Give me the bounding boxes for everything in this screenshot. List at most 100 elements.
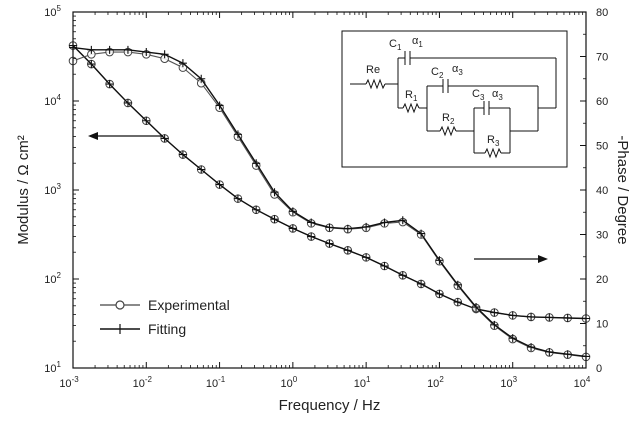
data-point-plus [545,347,554,356]
legend-entry-experimental: Experimental [100,297,230,313]
data-point-plus [233,194,242,203]
data-point-plus [563,350,572,359]
data-point-plus [398,216,407,225]
data-point-plus [270,215,279,224]
x-tick-label: 104 [574,375,591,390]
data-point-plus [87,60,96,69]
data-point-plus [270,188,279,197]
y-axis-title: Modulus / Ω cm² [15,135,32,245]
series-fitting-right [69,43,590,361]
y2-tick-label: 80 [596,7,608,19]
x-tick-label: 103 [500,375,517,390]
y-axis-title-text: Modulus / Ω cm² [15,135,32,245]
data-point-plus [490,308,499,317]
resistor-r3 [484,147,502,159]
legend-entry-fitting: Fitting [100,321,186,337]
y-tick-label: 103 [44,182,61,197]
resistor-re [365,78,386,90]
data-point-plus [380,218,389,227]
legend-label-experimental: Experimental [148,297,230,313]
data-point-plus [123,98,132,107]
y2-axis-title: -Phase / Degree [614,135,631,244]
data-point-plus [288,224,297,233]
data-point-plus [105,45,114,54]
label-r3: R3 [487,134,500,148]
data-point-plus [197,165,206,174]
data-point-plus [417,229,426,238]
label-re: Re [366,64,380,76]
data-point-plus [325,239,334,248]
x-axis-title: Frequency / Hz [279,397,381,414]
y2-tick-label: 20 [596,274,608,286]
data-point-plus [142,48,151,57]
y-tick-label: 105 [44,4,61,19]
data-point-plus [453,280,462,289]
data-point-plus [435,289,444,298]
legend-circle-marker [115,300,125,310]
label-r2: R2 [442,112,455,126]
resistor-r2 [439,125,457,137]
data-point-plus [197,74,206,83]
label-alpha3: α3 [492,88,503,102]
series-fitting-left [69,41,590,323]
label-r1: R1 [405,89,418,103]
data-point-plus [527,343,536,352]
data-point-plus [233,130,242,139]
data-point-plus [123,45,132,54]
x-tick-label: 102 [427,375,444,390]
label-alpha2: α3 [452,63,463,77]
data-point-plus [105,80,114,89]
resistor-r1 [402,102,420,114]
label-c2: C2 [431,66,444,80]
equivalent-circuit-inset: Re C1 α1 R1 C2 α3 R2 C3 α3 R3 [341,30,568,168]
data-point-plus [160,134,169,143]
data-point-plus [417,279,426,288]
data-point-plus [178,59,187,68]
data-point-plus [307,232,316,241]
left-axis-arrow [88,132,163,140]
data-point-plus [508,334,517,343]
data-point-plus [307,218,316,227]
x-tick-label: 101 [354,375,371,390]
label-c1: C1 [389,38,402,52]
data-point-plus [472,303,481,312]
data-point-plus [453,298,462,307]
data-point-plus [545,313,554,322]
data-point-plus [490,320,499,329]
data-point-plus [142,116,151,125]
data-point-plus [325,223,334,232]
data-point-plus [362,253,371,262]
data-point-plus [178,150,187,159]
right-axis-arrow [474,255,548,263]
y2-tick-label: 70 [596,52,608,64]
data-point-plus [508,311,517,320]
legend: Experimental Fitting [100,297,230,337]
data-point-plus [288,207,297,216]
y-tick-label: 102 [44,271,61,286]
legend-label-fitting: Fitting [148,321,186,337]
y2-tick-label: 0 [596,363,602,375]
data-point-plus [527,312,536,321]
data-point-plus [362,222,371,231]
y2-tick-label: 40 [596,185,608,197]
data-point-plus [215,101,224,110]
data-point-plus [563,313,572,322]
data-point-plus [380,261,389,270]
y2-tick-label: 10 [596,319,608,331]
y-tick-label: 104 [44,93,61,108]
data-point-plus [87,45,96,54]
y2-tick-label: 30 [596,230,608,242]
x-tick-label: 100 [281,375,298,390]
data-point-plus [252,159,261,168]
label-c3: C3 [472,88,485,102]
data-point-plus [435,256,444,265]
x-tick-label: 10-3 [59,375,79,390]
y-tick-label: 101 [44,360,61,375]
data-point-plus [343,246,352,255]
x-tick-label: 10-1 [206,375,226,390]
inset-frame [341,30,568,168]
y2-tick-label: 50 [596,141,608,153]
data-point-plus [160,50,169,59]
